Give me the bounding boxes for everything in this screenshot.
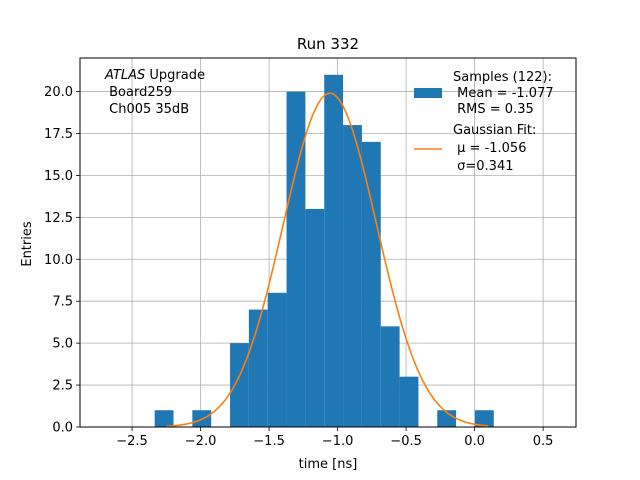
histogram-bar-0 — [154, 410, 174, 427]
annotation-upgrade: Upgrade — [145, 68, 205, 83]
x-tick-label-5: 0.0 — [464, 434, 485, 449]
gaussian-fit-curve — [166, 92, 489, 428]
annotation-line-3: Ch005 35dB — [105, 102, 189, 117]
x-tick-label-0: −2.5 — [116, 434, 148, 449]
legend-fit-line-1: Gaussian Fit: — [453, 123, 536, 138]
histogram-bar-8 — [343, 125, 362, 427]
annotation-line-2: Board259 — [105, 85, 172, 100]
legend-swatch-samples — [414, 88, 442, 98]
histogram-bar-7 — [324, 74, 344, 427]
y-axis-ticks: 0.0 2.5 5.0 7.5 10.0 12.5 15.0 17.5 20.0 — [44, 85, 80, 436]
histogram-bar-2 — [230, 343, 249, 427]
legend: Samples (122): Mean = -1.077 RMS = 0.35 … — [414, 70, 554, 174]
x-axis-label: time [ns] — [299, 457, 358, 472]
x-tick-label-4: −0.5 — [390, 434, 422, 449]
y-tick-label-3: 7.5 — [52, 295, 73, 310]
y-tick-label-5: 12.5 — [44, 211, 73, 226]
legend-samples-line-3: RMS = 0.35 — [453, 102, 534, 117]
histogram-bar-5 — [286, 91, 306, 427]
histogram-bar-6 — [305, 208, 325, 427]
legend-fit-line-3: σ=0.341 — [453, 159, 513, 174]
y-tick-label-7: 17.5 — [44, 127, 73, 142]
legend-samples-line-2: Mean = -1.077 — [453, 86, 554, 101]
y-tick-label-6: 15.0 — [44, 169, 73, 184]
histogram-bar-4 — [267, 292, 287, 427]
histogram-bar-13 — [474, 410, 494, 427]
x-tick-label-2: −1.5 — [253, 434, 285, 449]
histogram-bar-11 — [399, 376, 419, 427]
annotation-atlas: ATLAS — [104, 68, 145, 83]
y-tick-label-1: 2.5 — [52, 379, 73, 394]
y-tick-label-8: 20.0 — [44, 85, 73, 100]
plot-frame — [79, 57, 577, 428]
legend-samples-line-1: Samples (122): — [453, 70, 552, 85]
y-tick-label-0: 0.0 — [52, 421, 73, 436]
histogram-bar-9 — [361, 141, 381, 427]
x-tick-label-6: 0.5 — [533, 434, 554, 449]
x-axis-ticks: −2.5 −2.0 −1.5 −1.0 −0.5 0.0 0.5 — [116, 427, 553, 449]
y-tick-label-2: 5.0 — [52, 337, 73, 352]
y-tick-label-4: 10.0 — [44, 253, 73, 268]
legend-fit-line-2: μ = -1.056 — [453, 141, 526, 156]
chart-title: Run 332 — [297, 35, 359, 53]
x-tick-label-3: −1.0 — [322, 434, 354, 449]
annotation-line-1: ATLAS Upgrade — [104, 68, 205, 83]
histogram-bar-12 — [437, 410, 457, 427]
annotation-box: ATLAS Upgrade Board259 Ch005 35dB — [104, 68, 205, 117]
y-axis-label: Entries — [20, 221, 35, 267]
fit-line — [166, 92, 489, 428]
histogram-bar-3 — [248, 309, 268, 427]
x-tick-label-1: −2.0 — [185, 434, 217, 449]
histogram-bar-10 — [380, 326, 400, 427]
